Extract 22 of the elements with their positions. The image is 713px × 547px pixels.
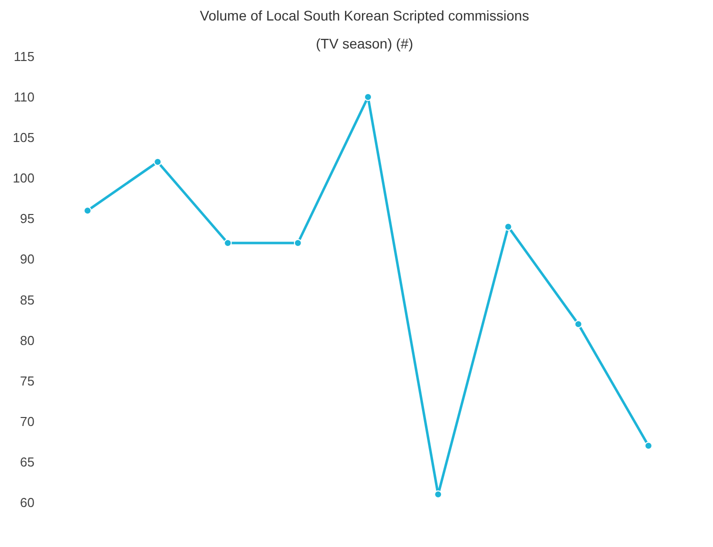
- chart-title: Volume of Local South Korean Scripted commissions: [200, 8, 530, 24]
- point: [574, 320, 582, 328]
- y-tick-label: 85: [20, 292, 35, 308]
- y-tick-label: 115: [14, 49, 35, 64]
- point: [434, 490, 442, 498]
- y-tick-label: 80: [20, 332, 35, 348]
- y-tick-label: 90: [20, 252, 35, 267]
- y-tick-label: 60: [20, 495, 35, 510]
- y-tick-label: 75: [20, 373, 35, 388]
- chart-subtitle: (TV season) (#): [316, 36, 414, 52]
- point: [294, 239, 302, 247]
- point: [504, 222, 512, 231]
- point: [644, 442, 652, 450]
- y-tick-label: 105: [12, 130, 35, 146]
- point: [154, 158, 162, 166]
- y-tick-label: 65: [20, 454, 35, 470]
- y-tick-label: 100: [12, 170, 35, 186]
- point: [84, 206, 92, 215]
- y-tick-label: 95: [20, 211, 35, 226]
- y-tick-label: 110: [14, 90, 35, 105]
- point: [224, 239, 232, 247]
- y-tick-label: 70: [20, 414, 35, 429]
